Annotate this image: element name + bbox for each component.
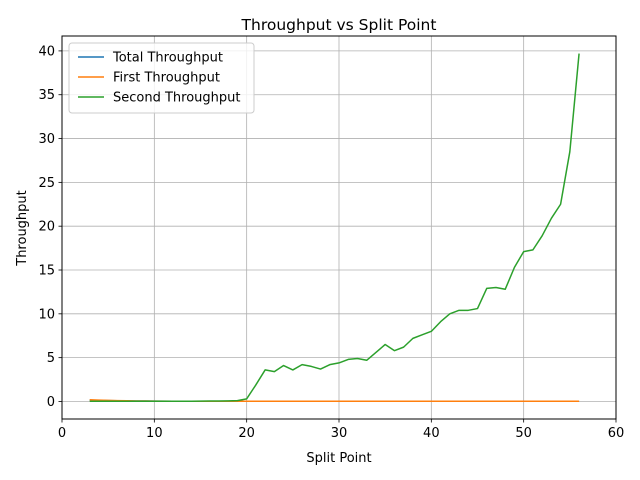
series-lines (89, 53, 580, 403)
x-tick-label: 0 (58, 426, 66, 441)
x-tick-label: 50 (515, 426, 532, 441)
legend-label-total-throughput: Total Throughput (112, 51, 223, 66)
x-tick-label: 10 (146, 426, 163, 441)
y-tick-label: 20 (38, 220, 55, 235)
x-axis-label: Split Point (306, 451, 371, 466)
legend-box (68, 42, 255, 114)
y-tick-label: 10 (38, 307, 55, 322)
x-tick-label: 30 (331, 426, 348, 441)
y-tick-label: 0 (47, 395, 55, 410)
y-tick-label: 25 (38, 176, 55, 191)
legend-label-first-throughput: First Throughput (113, 71, 220, 86)
legend: Total Throughput First Throughput Second T… (68, 42, 255, 114)
y-tick-label: 15 (38, 264, 55, 279)
y-tick-label: 35 (38, 88, 55, 103)
grid (61, 36, 617, 419)
x-tick-label: 40 (423, 426, 440, 441)
legend-label-second-throughput: Second Throughput (113, 91, 241, 106)
x-tick-label: 60 (608, 426, 625, 441)
y-axis-label: Throughput (15, 190, 30, 267)
chart-title: Throughput vs Split Point (241, 16, 437, 34)
y-tick-label: 5 (47, 351, 55, 366)
x-ticks: 0 10 20 30 40 50 60 (58, 419, 624, 441)
x-tick-label: 20 (238, 426, 255, 441)
y-ticks: 0 5 10 15 20 25 30 35 40 (38, 44, 62, 410)
y-tick-label: 40 (38, 44, 55, 59)
y-tick-label: 30 (38, 132, 55, 147)
series-line-second-throughput (89, 53, 580, 403)
